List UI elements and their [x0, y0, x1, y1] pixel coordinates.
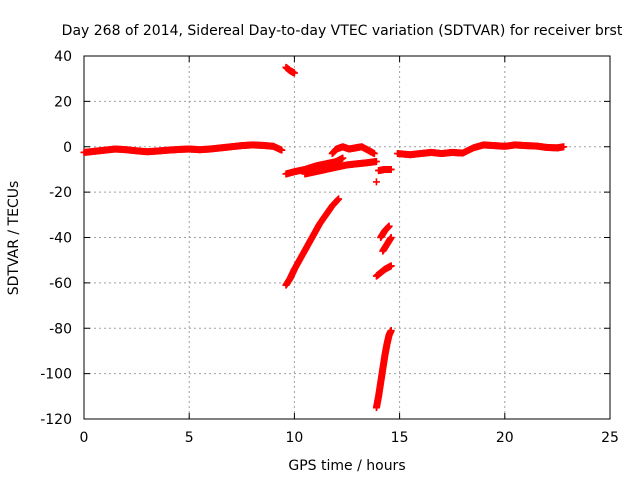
data-point	[339, 154, 347, 162]
y-tick-label: -60	[49, 276, 72, 292]
y-axis-title: SDTVAR / TECUs	[6, 181, 22, 296]
data-segment	[377, 222, 393, 241]
y-tick-label: -120	[40, 412, 72, 428]
x-tick-label: 20	[496, 430, 514, 446]
x-tick-label: 10	[285, 430, 303, 446]
data-point	[335, 195, 343, 203]
data-segment	[80, 141, 286, 156]
axis-ticks	[83, 55, 611, 420]
x-tick-label: 15	[391, 430, 409, 446]
x-tick-labels: 0 5 10 15 20 25	[80, 430, 619, 446]
data-segment	[393, 141, 568, 159]
data-point	[278, 146, 286, 154]
y-tick-labels: -120 -100 -80 -60 -40 -20 0 20 40	[40, 49, 72, 428]
data-point	[387, 262, 395, 270]
data-point	[560, 143, 568, 151]
x-tick-label: 5	[185, 430, 194, 446]
data-segment	[328, 143, 378, 158]
data-segment	[375, 165, 395, 175]
x-tick-label: 25	[601, 430, 619, 446]
x-axis-title: GPS time / hours	[288, 458, 405, 474]
data-point	[372, 178, 380, 186]
data-segment	[372, 262, 395, 280]
y-tick-label: 20	[54, 94, 72, 110]
data-point	[387, 234, 395, 241]
data-points	[80, 63, 568, 412]
data-segment	[372, 327, 395, 412]
y-tick-label: -100	[40, 367, 72, 383]
data-point	[387, 327, 395, 335]
data-segment	[282, 63, 298, 77]
chart-title: Day 268 of 2014, Sidereal Day-to-day VTE…	[62, 23, 623, 39]
grid	[84, 56, 610, 419]
x-tick-label: 0	[80, 430, 89, 446]
y-tick-label: -40	[49, 231, 72, 247]
plot-frame	[83, 55, 611, 420]
data-point	[370, 150, 378, 158]
data-segment	[301, 157, 380, 178]
data-point	[385, 222, 393, 230]
data-point	[387, 165, 395, 173]
y-tick-label: 0	[63, 140, 72, 156]
y-tick-label: -80	[49, 321, 72, 337]
data-point	[290, 69, 298, 77]
data-segment	[379, 234, 395, 255]
data-point	[372, 157, 380, 165]
data-segment	[282, 195, 343, 289]
y-tick-label: 40	[54, 49, 72, 65]
y-tick-label: -20	[49, 185, 72, 201]
data-segment	[372, 178, 380, 186]
